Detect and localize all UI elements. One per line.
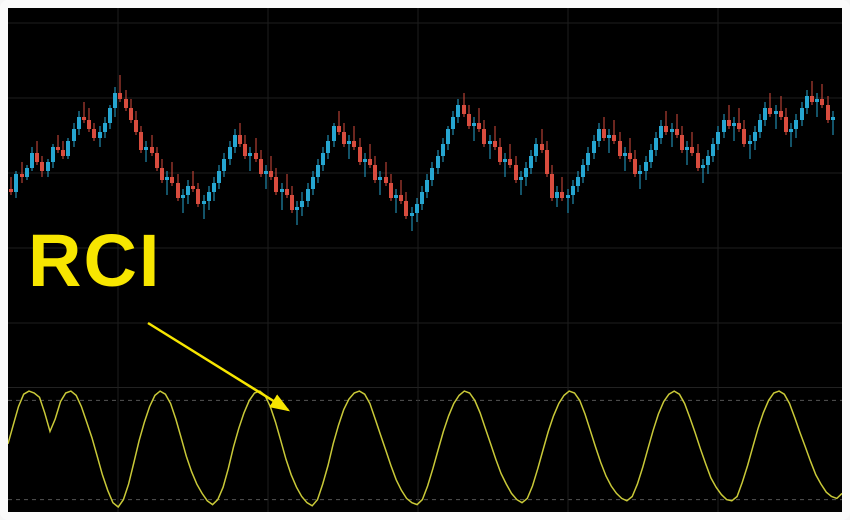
chart-frame: RCI [0, 0, 850, 520]
chart-container[interactable]: RCI [8, 8, 842, 512]
rci-arrow-icon [8, 8, 842, 512]
